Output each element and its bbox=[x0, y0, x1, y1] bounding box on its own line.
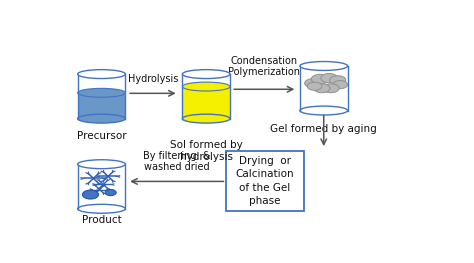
Ellipse shape bbox=[78, 204, 125, 213]
Polygon shape bbox=[182, 74, 230, 119]
Polygon shape bbox=[300, 66, 347, 110]
Ellipse shape bbox=[300, 106, 347, 115]
Text: Hydrolysis: Hydrolysis bbox=[128, 74, 178, 84]
Ellipse shape bbox=[182, 70, 230, 79]
Circle shape bbox=[323, 84, 339, 93]
Text: Sol formed by
hydrolysis: Sol formed by hydrolysis bbox=[170, 140, 243, 162]
Text: Gel formed by aging: Gel formed by aging bbox=[270, 124, 377, 134]
Text: By filtering  &
washed dried: By filtering & washed dried bbox=[143, 151, 210, 172]
Ellipse shape bbox=[300, 62, 347, 70]
Circle shape bbox=[311, 74, 329, 84]
Ellipse shape bbox=[182, 82, 230, 91]
Text: Drying  or
Calcination
of the Gel
phase: Drying or Calcination of the Gel phase bbox=[236, 156, 294, 206]
Circle shape bbox=[333, 80, 347, 89]
Text: Product: Product bbox=[82, 215, 121, 225]
Polygon shape bbox=[78, 164, 125, 209]
Text: Precursor: Precursor bbox=[77, 131, 126, 141]
Ellipse shape bbox=[78, 114, 125, 123]
FancyBboxPatch shape bbox=[227, 151, 303, 211]
Circle shape bbox=[82, 190, 99, 199]
Ellipse shape bbox=[78, 70, 125, 79]
Ellipse shape bbox=[182, 114, 230, 123]
Circle shape bbox=[305, 79, 321, 88]
Circle shape bbox=[321, 73, 337, 83]
Circle shape bbox=[314, 84, 330, 93]
Ellipse shape bbox=[78, 160, 125, 169]
Polygon shape bbox=[182, 87, 230, 119]
Polygon shape bbox=[78, 93, 125, 119]
Ellipse shape bbox=[78, 88, 125, 97]
Text: Condensation
Polymerization: Condensation Polymerization bbox=[228, 55, 300, 77]
Circle shape bbox=[329, 76, 346, 85]
Circle shape bbox=[307, 82, 322, 90]
Polygon shape bbox=[78, 74, 125, 119]
Circle shape bbox=[105, 190, 116, 196]
